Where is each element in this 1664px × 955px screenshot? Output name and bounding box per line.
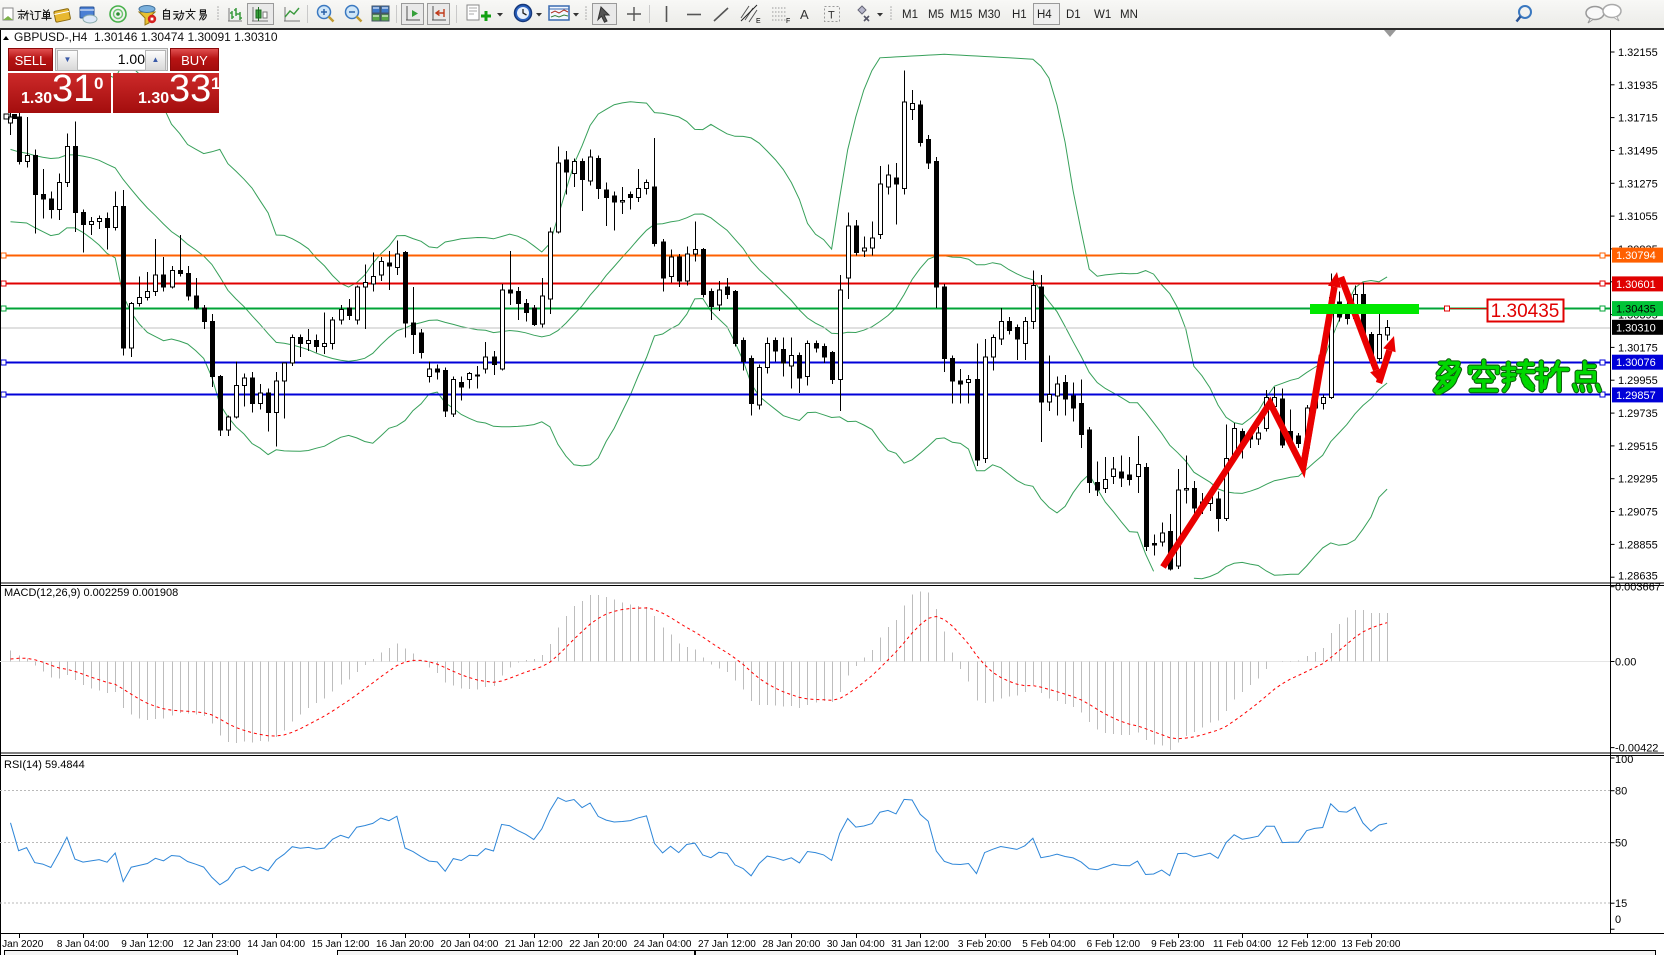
svg-text:12 Feb 12:00: 12 Feb 12:00 (1277, 939, 1336, 950)
svg-text:1.29735: 1.29735 (1618, 408, 1658, 420)
svg-text:31 Jan 12:00: 31 Jan 12:00 (891, 939, 949, 950)
svg-text:14 Jan 04:00: 14 Jan 04:00 (247, 939, 305, 950)
svg-text:MACD(12,26,9) 0.002259 0.00190: MACD(12,26,9) 0.002259 0.001908 (4, 587, 178, 599)
svg-text:15: 15 (1615, 898, 1627, 910)
svg-text:1.30076: 1.30076 (1616, 357, 1656, 369)
svg-text:1.31495: 1.31495 (1618, 145, 1658, 157)
svg-text:M15: M15 (950, 9, 972, 21)
svg-text:1.30310: 1.30310 (1616, 322, 1656, 334)
svg-text:12 Jan 23:00: 12 Jan 23:00 (183, 939, 241, 950)
svg-text:1.29515: 1.29515 (1618, 441, 1658, 453)
svg-text:6 Jan 2020: 6 Jan 2020 (0, 939, 44, 950)
svg-text:80: 80 (1615, 786, 1627, 798)
svg-text:0.00: 0.00 (1615, 657, 1636, 669)
svg-text:1.29295: 1.29295 (1618, 474, 1658, 486)
svg-text:F: F (786, 18, 790, 25)
svg-text:E: E (756, 18, 761, 25)
svg-text:1.30435: 1.30435 (1616, 304, 1656, 316)
svg-text:W1: W1 (1094, 9, 1111, 21)
svg-text:MN: MN (1120, 9, 1138, 21)
svg-text:M5: M5 (928, 9, 944, 21)
svg-text:9 Jan 12:00: 9 Jan 12:00 (121, 939, 174, 950)
svg-text:RSI(14) 59.4844: RSI(14) 59.4844 (4, 759, 85, 771)
svg-text:15 Jan 12:00: 15 Jan 12:00 (312, 939, 370, 950)
svg-text:T: T (828, 10, 835, 22)
svg-text:100: 100 (1615, 754, 1633, 766)
svg-text:M1: M1 (902, 9, 918, 21)
svg-text:M30: M30 (978, 9, 1000, 21)
svg-text:1.31935: 1.31935 (1618, 80, 1658, 92)
svg-text:28 Jan 20:00: 28 Jan 20:00 (762, 939, 820, 950)
svg-text:24 Jan 04:00: 24 Jan 04:00 (634, 939, 692, 950)
svg-text:5 Feb 04:00: 5 Feb 04:00 (1022, 939, 1076, 950)
svg-text:1.29955: 1.29955 (1618, 375, 1658, 387)
svg-text:0: 0 (1615, 914, 1621, 926)
svg-text:1.31055: 1.31055 (1618, 211, 1658, 223)
svg-text:-0.00422: -0.00422 (1615, 743, 1658, 755)
svg-text:1.30435: 1.30435 (1491, 301, 1560, 322)
svg-text:1.31275: 1.31275 (1618, 178, 1658, 190)
svg-text:1.32155: 1.32155 (1618, 47, 1658, 59)
svg-text:16 Jan 20:00: 16 Jan 20:00 (376, 939, 434, 950)
svg-text:H4: H4 (1037, 9, 1052, 21)
svg-text:22 Jan 20:00: 22 Jan 20:00 (569, 939, 627, 950)
svg-text:1.29075: 1.29075 (1618, 507, 1658, 519)
svg-text:27 Jan 12:00: 27 Jan 12:00 (698, 939, 756, 950)
svg-text:1.30601: 1.30601 (1616, 279, 1656, 291)
svg-text:D1: D1 (1066, 9, 1081, 21)
svg-text:H1: H1 (1012, 9, 1027, 21)
svg-text:1.28855: 1.28855 (1618, 539, 1658, 551)
svg-text:1.30794: 1.30794 (1616, 250, 1656, 262)
svg-text:0.003667: 0.003667 (1615, 582, 1661, 594)
svg-text:1.29857: 1.29857 (1616, 390, 1656, 402)
svg-text:8 Jan 04:00: 8 Jan 04:00 (57, 939, 110, 950)
svg-text:9 Feb 23:00: 9 Feb 23:00 (1151, 939, 1205, 950)
svg-text:3 Feb 20:00: 3 Feb 20:00 (958, 939, 1012, 950)
svg-text:50: 50 (1615, 838, 1627, 850)
svg-text:A: A (800, 7, 809, 22)
svg-text:21 Jan 12:00: 21 Jan 12:00 (505, 939, 563, 950)
svg-text:13 Feb 20:00: 13 Feb 20:00 (1341, 939, 1400, 950)
svg-text:30 Jan 04:00: 30 Jan 04:00 (827, 939, 885, 950)
svg-text:1.28635: 1.28635 (1618, 571, 1658, 583)
svg-text:20 Jan 04:00: 20 Jan 04:00 (440, 939, 498, 950)
svg-text:6 Feb 12:00: 6 Feb 12:00 (1087, 939, 1141, 950)
svg-text:1.31715: 1.31715 (1618, 113, 1658, 125)
svg-text:1.30175: 1.30175 (1618, 342, 1658, 354)
svg-text:11 Feb 04:00: 11 Feb 04:00 (1213, 939, 1272, 950)
